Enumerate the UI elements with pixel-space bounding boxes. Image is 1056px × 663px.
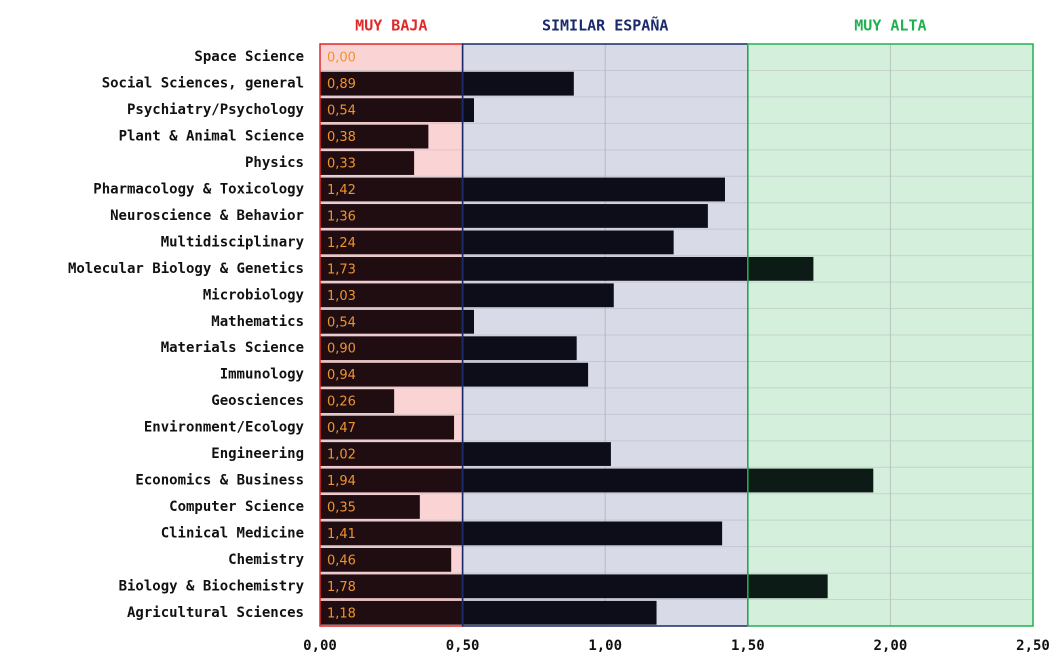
x-tick-label: 2,00	[874, 638, 908, 654]
bar	[320, 442, 611, 466]
x-tick-label: 2,50	[1016, 638, 1050, 654]
value-label: 1,94	[327, 474, 356, 489]
category-label: Neuroscience & Behavior	[110, 208, 304, 224]
category-label: Chemistry	[228, 552, 304, 568]
value-label: 0,90	[327, 342, 356, 357]
value-label: 0,94	[327, 368, 356, 383]
bar	[320, 521, 723, 546]
value-label: 0,38	[327, 130, 356, 145]
bar	[320, 415, 455, 440]
zone-label: SIMILAR ESPAÑA	[542, 16, 668, 35]
value-label: 0,35	[327, 500, 356, 515]
value-label: 1,24	[327, 236, 356, 251]
value-label: 0,54	[327, 315, 356, 330]
category-label: Psychiatry/Psychology	[127, 102, 305, 118]
x-tick-label: 0,50	[446, 638, 480, 654]
value-label: 0,47	[327, 421, 356, 436]
category-label: Engineering	[211, 446, 304, 462]
bar	[320, 547, 452, 572]
category-label: Social Sciences, general	[102, 76, 304, 92]
x-tick-label: 1,00	[588, 638, 622, 654]
category-label: Clinical Medicine	[161, 525, 304, 541]
x-tick-label: 0,00	[303, 638, 337, 654]
bar	[320, 336, 577, 361]
bar	[320, 151, 415, 175]
bar	[320, 574, 828, 599]
category-label: Biology & Biochemistry	[119, 578, 305, 594]
value-label: 0,00	[327, 51, 356, 66]
zone-tint	[747, 43, 1034, 627]
category-label: Physics	[245, 155, 304, 171]
bar	[320, 98, 475, 123]
zone-tint	[461, 43, 749, 627]
category-label: Immunology	[220, 367, 305, 383]
bar	[320, 71, 574, 96]
value-label: 1,36	[327, 209, 356, 224]
value-label: 0,26	[327, 395, 356, 410]
bar	[320, 309, 475, 334]
category-label: Space Science	[194, 49, 304, 65]
bar	[320, 389, 395, 414]
value-label: 1,03	[327, 289, 356, 304]
bar	[320, 495, 420, 519]
category-label: Multidisciplinary	[161, 234, 305, 250]
category-label: Plant & Animal Science	[119, 129, 304, 145]
x-tick-label: 1,50	[731, 638, 765, 654]
bar	[320, 230, 674, 255]
category-label: Computer Science	[169, 499, 304, 515]
category-label: Geosciences	[211, 393, 304, 409]
category-label: Economics & Business	[135, 473, 304, 489]
value-label: 1,41	[327, 527, 356, 542]
zone-label: MUY BAJA	[355, 17, 427, 35]
category-label: Molecular Biology & Genetics	[68, 261, 304, 277]
category-label: Agricultural Sciences	[127, 605, 304, 621]
value-label: 0,89	[327, 77, 356, 92]
bar	[320, 124, 429, 149]
category-label: Materials Science	[161, 340, 304, 356]
category-label: Mathematics	[211, 314, 304, 330]
bar	[320, 204, 708, 228]
category-label: Microbiology	[203, 287, 305, 303]
zone-label: MUY ALTA	[854, 17, 926, 35]
category-label: Pharmacology & Toxicology	[93, 182, 304, 198]
value-label: 1,73	[327, 262, 356, 277]
bar	[320, 600, 657, 625]
value-label: 1,78	[327, 580, 356, 595]
bar	[320, 362, 589, 387]
value-label: 0,46	[327, 553, 356, 568]
bar	[320, 256, 814, 281]
value-label: 1,02	[327, 448, 356, 463]
bar	[320, 468, 874, 493]
value-label: 1,42	[327, 183, 356, 198]
value-label: 0,33	[327, 157, 356, 172]
bar	[320, 283, 614, 308]
value-label: 0,54	[327, 104, 356, 119]
zone-tint	[319, 43, 464, 627]
category-label: Environment/Ecology	[144, 420, 305, 436]
bar	[320, 177, 725, 202]
value-label: 1,18	[327, 606, 356, 621]
